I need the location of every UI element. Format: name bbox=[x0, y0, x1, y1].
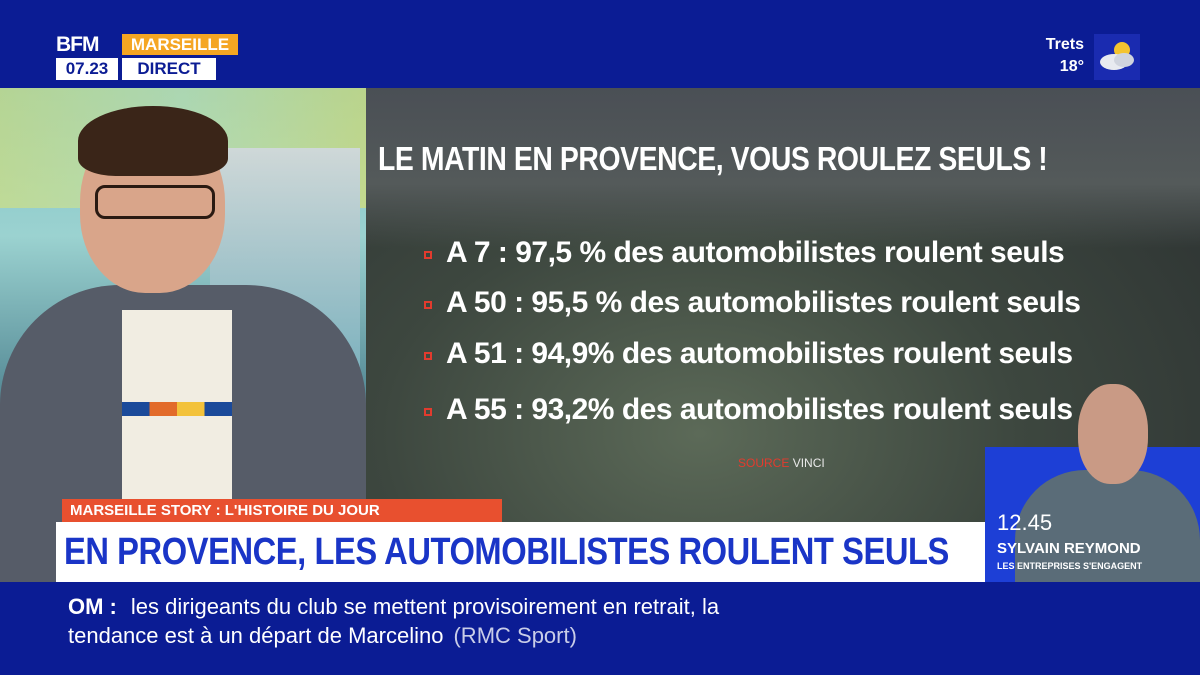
news-ticker bbox=[0, 582, 1200, 675]
stat-item: A 51 : 94,9% des automobilistes roulent … bbox=[424, 337, 1184, 377]
guest-body bbox=[1015, 470, 1200, 582]
weather-widget: Trets 18° bbox=[1040, 34, 1140, 82]
live-badge: DIRECT bbox=[122, 58, 216, 80]
ticker-text-1: les dirigeants du club se mettent provis… bbox=[130, 594, 720, 619]
stat-text: A 50 : 95,5 % des automobilistes roulent… bbox=[446, 286, 1081, 319]
guest-show: LES ENTREPRISES S'ENGAGENT bbox=[997, 561, 1143, 571]
stat-item: A 7 : 97,5 % des automobilistes roulent … bbox=[424, 236, 1184, 276]
bullet-icon bbox=[424, 301, 432, 309]
clock: 07.23 bbox=[56, 58, 118, 80]
presenter-shirt-stripe bbox=[122, 402, 232, 416]
stat-item: A 50 : 95,5 % des automobilistes roulent… bbox=[424, 286, 1184, 326]
ticker-text-2: tendance est à un départ de Marcelino bbox=[68, 623, 444, 648]
channel-logo-text: BFM bbox=[56, 33, 100, 56]
ticker-source: (RMC Sport) bbox=[453, 623, 577, 648]
guest-name: SYLVAIN REYMOND bbox=[997, 540, 1141, 557]
cloud-sun-icon bbox=[1094, 34, 1140, 80]
source-org: VINCI bbox=[792, 456, 825, 470]
channel-logo: BFM 07.23 bbox=[56, 33, 118, 80]
bullet-icon bbox=[424, 408, 432, 416]
stat-text: A 7 : 97,5 % des automobilistes roulent … bbox=[446, 236, 1065, 269]
source-credit: SOURCE VINCI bbox=[738, 456, 838, 472]
lower-third-bar bbox=[56, 522, 985, 582]
bullet-icon bbox=[424, 251, 432, 259]
source-label: SOURCE bbox=[738, 456, 790, 470]
stat-item: A 55 : 93,2% des automobilistes roulent … bbox=[424, 393, 1184, 433]
city-tag: MARSEILLE bbox=[122, 34, 238, 55]
ticker-line-2: tendance est à un départ de Marcelino (RM… bbox=[68, 623, 1168, 651]
panel-sky bbox=[366, 88, 1200, 248]
guest-face bbox=[1078, 384, 1148, 484]
presenter-glasses bbox=[95, 185, 215, 219]
stat-text: A 51 : 94,9% des automobilistes roulent … bbox=[446, 337, 1073, 370]
ticker-tag: OM : bbox=[68, 594, 117, 619]
panel-title: LE MATIN EN PROVENCE, VOUS ROULEZ SEULS … bbox=[378, 140, 1048, 177]
lower-third-kicker: MARSEILLE STORY : L'HISTOIRE DU JOUR bbox=[62, 499, 502, 522]
stat-text: A 55 : 93,2% des automobilistes roulent … bbox=[446, 393, 1073, 426]
presenter-hair bbox=[78, 106, 228, 176]
lower-third-headline: EN PROVENCE, LES AUTOMOBILISTES ROULENT … bbox=[64, 531, 949, 573]
weather-temperature: 18° bbox=[1059, 58, 1084, 75]
bullet-icon bbox=[424, 352, 432, 360]
guest-time: 12.45 bbox=[997, 510, 1053, 535]
ticker-line-1: OM : les dirigeants du club se mettent pr… bbox=[68, 594, 1168, 622]
weather-town: Trets bbox=[1045, 36, 1084, 53]
